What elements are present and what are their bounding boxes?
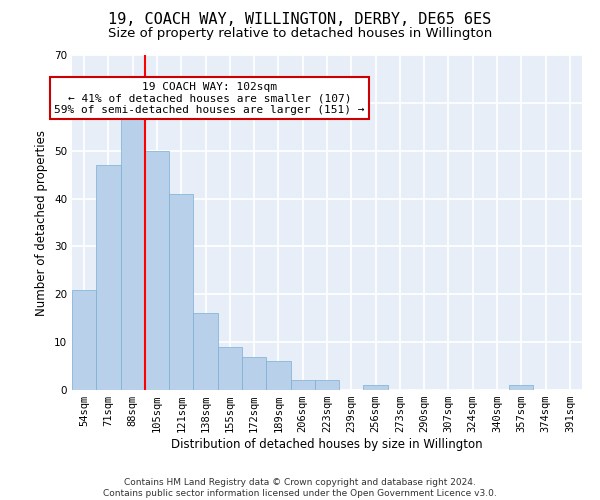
Bar (72, 290, 96, 390)
Text: 19, COACH WAY, WILLINGTON, DERBY, DE65 6ES: 19, COACH WAY, WILLINGTON, DERBY, DE65 6… (109, 12, 491, 28)
Bar (290, 380, 315, 390)
Bar (315, 380, 339, 390)
Bar (121, 117, 145, 390)
Bar (169, 194, 193, 390)
Bar (266, 362, 290, 390)
Bar (364, 385, 388, 390)
Bar (96, 165, 121, 390)
X-axis label: Distribution of detached houses by size in Willington: Distribution of detached houses by size … (171, 438, 483, 451)
Bar (218, 347, 242, 390)
Text: Contains HM Land Registry data © Crown copyright and database right 2024.
Contai: Contains HM Land Registry data © Crown c… (103, 478, 497, 498)
Bar (509, 385, 533, 390)
Y-axis label: Number of detached properties: Number of detached properties (35, 130, 49, 316)
Text: Size of property relative to detached houses in Willington: Size of property relative to detached ho… (108, 28, 492, 40)
Bar (242, 356, 266, 390)
Text: 19 COACH WAY: 102sqm
← 41% of detached houses are smaller (107)
59% of semi-deta: 19 COACH WAY: 102sqm ← 41% of detached h… (55, 82, 365, 115)
Bar (145, 150, 169, 390)
Bar (193, 314, 218, 390)
